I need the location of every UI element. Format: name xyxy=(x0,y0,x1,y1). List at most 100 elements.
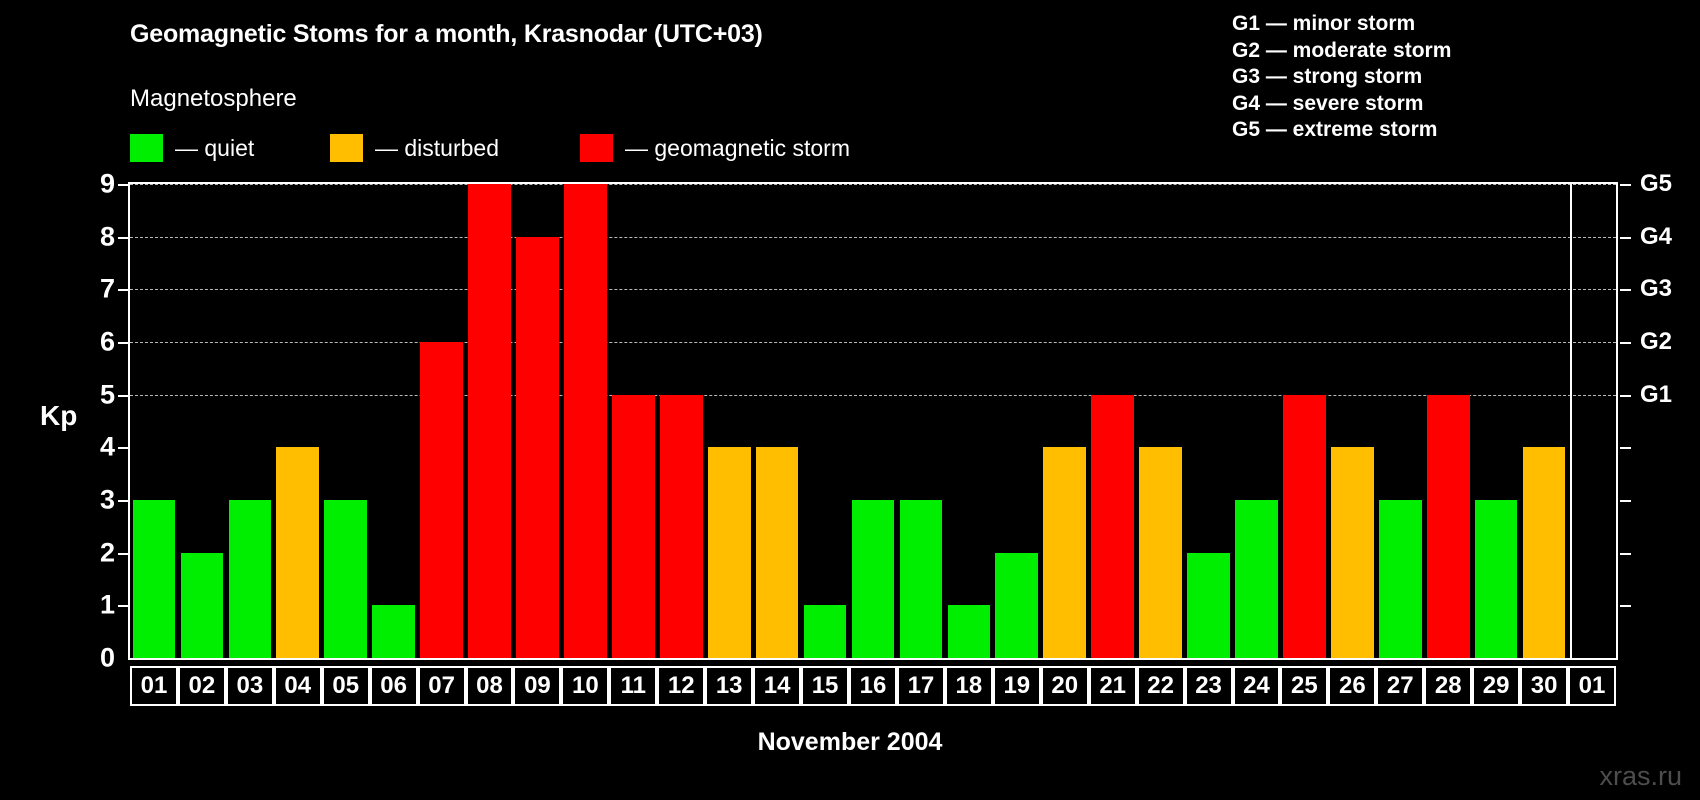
bar-day-26[interactable] xyxy=(1331,447,1374,658)
bar-day-05[interactable] xyxy=(324,500,368,658)
bar-day-08[interactable] xyxy=(468,184,511,658)
g-tick-mark-minor-kp-4 xyxy=(1620,447,1631,450)
bar-day-19[interactable] xyxy=(995,552,1039,658)
legend-swatch-storm xyxy=(580,134,613,162)
y-tick-label-4: 4 xyxy=(99,431,115,462)
bar-day-15[interactable] xyxy=(803,605,847,658)
day-label-10[interactable]: 10 xyxy=(561,666,610,706)
legend-label-disturbed: — disturbed xyxy=(375,134,500,161)
bar-day-24[interactable] xyxy=(1235,500,1278,658)
y-tick-label-7: 7 xyxy=(99,273,115,304)
day-label-4[interactable]: 04 xyxy=(273,666,322,706)
g-tick-mark-minor-kp-1 xyxy=(1620,605,1631,608)
day-label-24[interactable]: 24 xyxy=(1232,666,1281,706)
bar-day-21[interactable] xyxy=(1091,394,1134,658)
day-label-31[interactable]: 01 xyxy=(1568,666,1616,706)
g-axis-label-G1: G1 xyxy=(1640,380,1673,408)
day-label-6[interactable]: 06 xyxy=(369,666,418,706)
day-label-3[interactable]: 03 xyxy=(225,666,274,706)
legend-item-storm: — geomagnetic storm xyxy=(580,133,850,163)
g-legend-line-5: G5 — extreme storm xyxy=(1232,118,1438,141)
day-label-27[interactable]: 27 xyxy=(1376,666,1425,706)
day-label-5[interactable]: 05 xyxy=(321,666,370,706)
day-label-22[interactable]: 22 xyxy=(1136,666,1185,706)
day-label-2[interactable]: 02 xyxy=(177,666,226,706)
bar-day-01[interactable] xyxy=(132,500,176,658)
bar-day-07[interactable] xyxy=(420,342,463,658)
bar-day-22[interactable] xyxy=(1139,447,1182,658)
legend-label-quiet: — quiet xyxy=(175,134,255,161)
x-axis-day-labels: 01 02 03 04 05 06 07 08 09 10 11 12 13 14 15 16 17 18 19 20… xyxy=(128,666,1616,706)
y-tick-mark-7 xyxy=(118,289,128,292)
bar-day-12[interactable] xyxy=(659,394,703,658)
y-axis-ticks: 0 1 2 3 4 5 6 7 8 9 xyxy=(75,0,115,800)
day-label-14[interactable]: 14 xyxy=(753,666,802,706)
gridline-kp-7 xyxy=(130,289,1616,291)
day-label-13[interactable]: 13 xyxy=(705,666,754,706)
day-label-8[interactable]: 08 xyxy=(465,666,514,706)
y-tick-label-8: 8 xyxy=(99,221,115,252)
bar-day-02[interactable] xyxy=(180,552,224,658)
bar-day-04[interactable] xyxy=(276,447,320,658)
day-label-26[interactable]: 26 xyxy=(1328,666,1377,706)
bar-day-28[interactable] xyxy=(1426,394,1470,658)
day-label-15[interactable]: 15 xyxy=(801,666,850,706)
day-label-16[interactable]: 16 xyxy=(849,666,897,706)
g-tick-mark-G5 xyxy=(1620,184,1631,186)
gridline-kp-6 xyxy=(130,342,1616,343)
day-label-21[interactable]: 21 xyxy=(1088,666,1137,706)
bar-day-17[interactable] xyxy=(899,500,943,658)
day-label-25[interactable]: 25 xyxy=(1280,666,1329,706)
g-tick-mark-minor-kp-2 xyxy=(1620,552,1631,555)
day-label-23[interactable]: 23 xyxy=(1184,666,1233,706)
bar-day-27[interactable] xyxy=(1378,500,1422,658)
y-tick-mark-5 xyxy=(118,394,128,397)
g-legend-line-2: G2 — moderate storm xyxy=(1232,38,1452,62)
day-label-12[interactable]: 12 xyxy=(657,666,706,706)
bar-day-20[interactable] xyxy=(1043,447,1087,658)
day-label-29[interactable]: 29 xyxy=(1472,666,1521,706)
bar-day-13[interactable] xyxy=(707,447,751,658)
bar-day-11[interactable] xyxy=(611,394,655,658)
y-tick-mark-8 xyxy=(118,236,128,239)
bar-day-03[interactable] xyxy=(228,500,272,658)
day-label-18[interactable]: 18 xyxy=(944,666,993,706)
y-tick-label-6: 6 xyxy=(99,326,115,357)
plot-inner xyxy=(130,184,1616,658)
y-tick-label-5: 5 xyxy=(99,379,115,410)
bar-day-18[interactable] xyxy=(947,605,991,658)
bar-day-10[interactable] xyxy=(564,184,607,658)
legend-item-disturbed: — disturbed xyxy=(330,133,499,163)
legend-swatch-quiet xyxy=(130,134,163,162)
day-label-19[interactable]: 19 xyxy=(992,666,1041,706)
y-tick-mark-9 xyxy=(118,184,128,186)
g-legend-line-1: G1 — minor storm xyxy=(1232,12,1416,35)
bar-day-30[interactable] xyxy=(1522,447,1566,658)
x-axis-title: November 2004 xyxy=(757,728,943,756)
bar-day-29[interactable] xyxy=(1474,500,1518,658)
day-label-20[interactable]: 20 xyxy=(1040,666,1089,706)
magnetosphere-legend: — quiet — disturbed — geomagnetic storm xyxy=(130,133,1030,163)
bar-day-23[interactable] xyxy=(1187,552,1230,658)
day-label-1[interactable]: 01 xyxy=(130,666,178,706)
y-tick-label-1: 1 xyxy=(99,589,115,620)
g-axis-label-G5: G5 xyxy=(1640,170,1673,197)
gridline-kp-8 xyxy=(130,236,1616,238)
day-label-9[interactable]: 09 xyxy=(513,666,562,706)
bar-day-09[interactable] xyxy=(516,236,559,658)
watermark: xras.ru xyxy=(1599,761,1682,791)
y-tick-mark-4 xyxy=(118,447,128,450)
day-label-30[interactable]: 30 xyxy=(1520,666,1569,706)
bar-day-25[interactable] xyxy=(1283,394,1326,658)
day-label-11[interactable]: 11 xyxy=(609,666,658,706)
day-label-17[interactable]: 17 xyxy=(896,666,945,706)
bar-day-14[interactable] xyxy=(755,447,799,658)
bar-day-06[interactable] xyxy=(372,605,415,658)
y-tick-label-3: 3 xyxy=(99,484,115,515)
bar-day-16[interactable] xyxy=(851,500,895,658)
y-axis-label: Kp xyxy=(40,400,78,431)
legend-item-quiet: — quiet xyxy=(130,133,254,163)
day-label-7[interactable]: 07 xyxy=(417,666,466,706)
day-label-28[interactable]: 28 xyxy=(1424,666,1473,706)
g-tick-mark-minor-kp-3 xyxy=(1620,500,1631,502)
